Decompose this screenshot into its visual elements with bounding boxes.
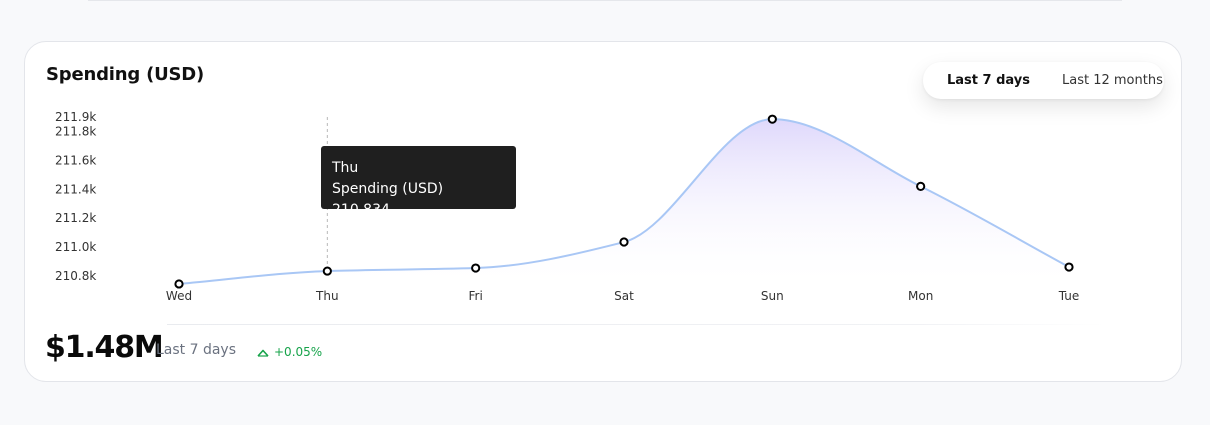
x-axis: Wed Thu Fri Sat Sun Mon Tue [166,289,1079,303]
total-amount: $1.48M [45,330,164,365]
x-tick-label: Tue [1058,289,1080,303]
y-tick-label: 211.8k [55,124,96,138]
data-point-mon[interactable] [916,181,926,191]
y-tick-label: 211.6k [55,153,96,167]
trend-up-icon [257,349,269,357]
tooltip-day: Thu [332,160,359,176]
change-indicator: +0.05% [257,345,322,359]
tooltip-value: Spending (USD) 210,834 [332,181,444,218]
card-title: Spending (USD) [46,64,205,85]
spending-card: Spending (USD) Last 7 days Last 12 month… [24,41,1182,382]
x-tick-label: Mon [908,289,933,303]
chart-tooltip: Thu Spending (USD) 210,834 [321,146,516,218]
range-option-last-7-days[interactable]: Last 7 days [947,72,1030,88]
x-tick-label: Wed [166,289,192,303]
x-tick-label: Sun [761,289,784,303]
y-tick-label: 211.2k [55,211,96,225]
data-points [174,114,1074,289]
period-label: Last 7 days [156,342,237,358]
data-point-fri[interactable] [471,263,481,273]
data-point-wed[interactable] [174,279,184,289]
range-toggle: Last 7 days Last 12 months [923,62,1164,99]
x-tick-label: Fri [469,289,483,303]
summary-divider [167,324,1105,325]
data-point-sun[interactable] [767,114,777,124]
y-tick-label: 210.8k [55,269,96,283]
area-fill [179,119,1069,290]
y-tick-label: 211.9k [55,110,96,124]
change-value: +0.05% [274,345,323,359]
top-divider [88,0,1122,1]
x-tick-label: Thu [315,289,339,303]
y-tick-label: 211.0k [55,240,96,254]
data-point-tue[interactable] [1064,262,1074,272]
y-tick-label: 211.4k [55,182,96,196]
x-tick-label: Sat [614,289,634,303]
data-point-thu[interactable] [322,266,332,276]
range-option-last-12-months[interactable]: Last 12 months [1062,72,1163,88]
data-point-sat[interactable] [619,237,629,247]
